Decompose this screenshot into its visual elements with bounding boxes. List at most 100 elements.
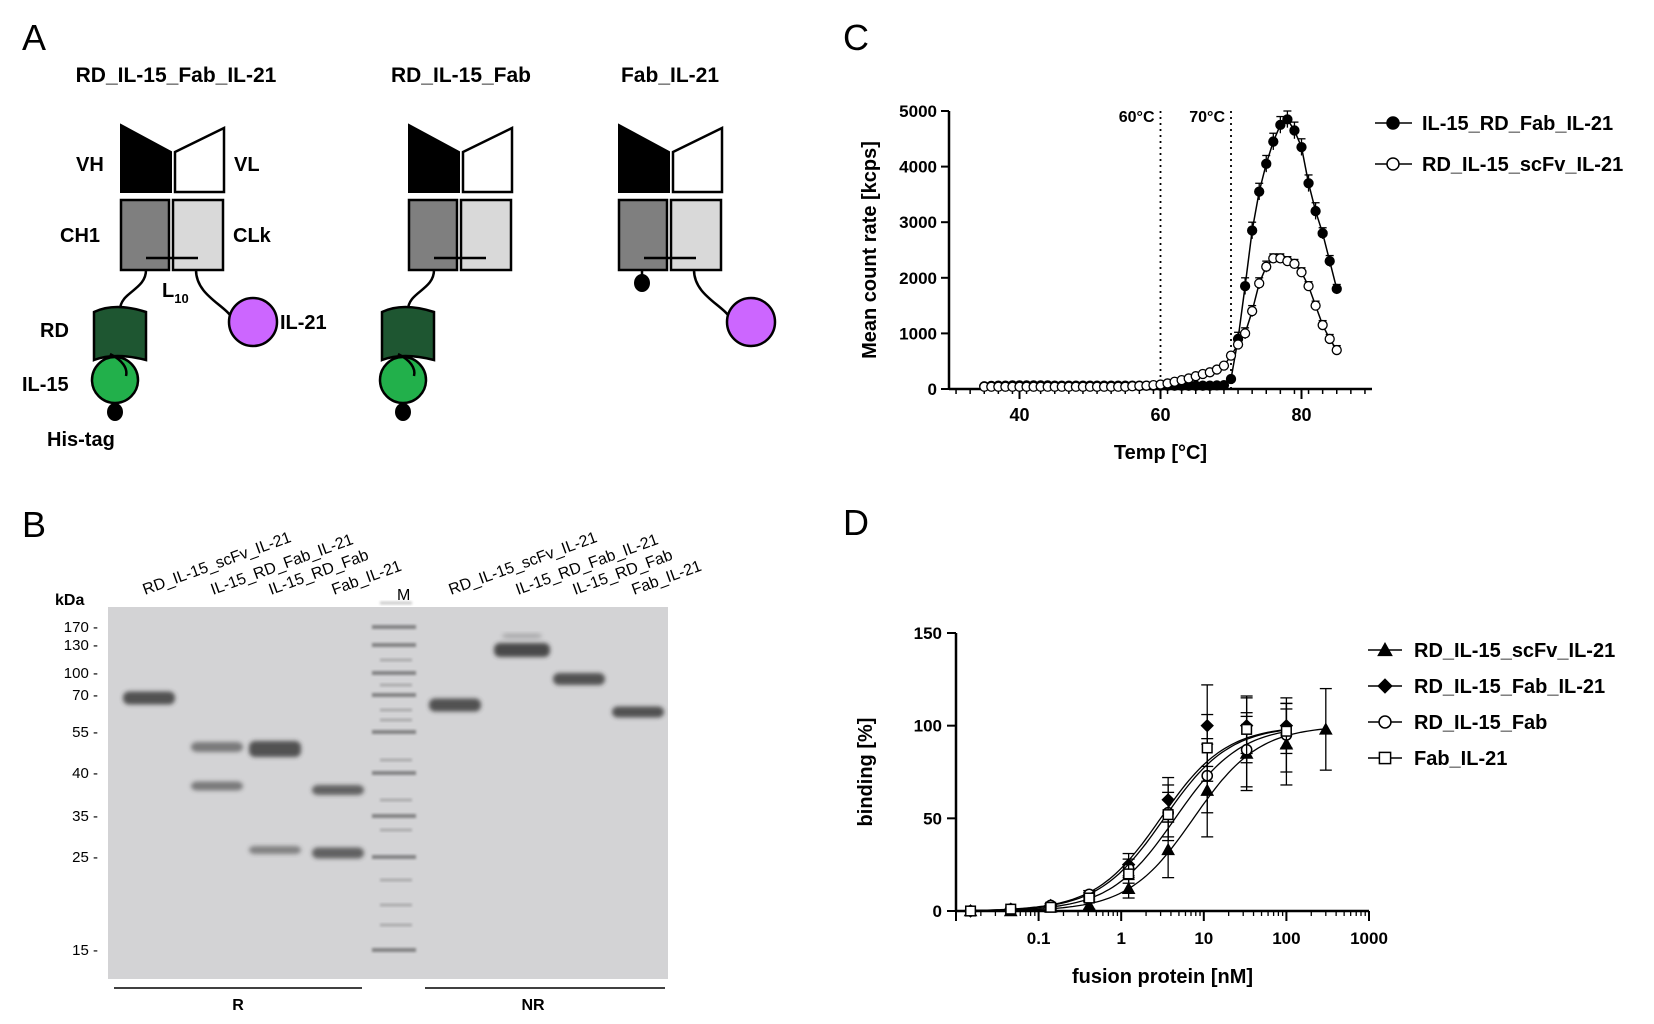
ladder-band (372, 671, 416, 675)
data-point (1289, 258, 1300, 270)
kda-label: kDa (55, 592, 84, 609)
data-point (1261, 261, 1272, 272)
data-point (1218, 379, 1230, 391)
rd-domain (380, 305, 436, 362)
y-tick-label: 3000 (899, 213, 937, 232)
data-point (1254, 278, 1265, 289)
legend-label-4: Fab_IL-21 (1414, 748, 1507, 770)
data-point-diamond (1377, 678, 1393, 694)
marker-label-70: 70 - (72, 687, 98, 704)
data-point (1232, 339, 1244, 350)
ladder-band (372, 730, 416, 734)
data-point (1303, 280, 1314, 292)
x-tick-label: 1000 (1350, 929, 1388, 948)
gel-band (191, 742, 243, 752)
reference-label-70: 70°C (1189, 109, 1225, 126)
ladder-band (372, 948, 416, 952)
legend-label-1: RD_IL-15_scFv_IL-21 (1414, 640, 1615, 662)
x-tick-label: 100 (1272, 929, 1300, 948)
data-point (1317, 228, 1328, 239)
his-tag-dot (395, 403, 411, 421)
gel-band (502, 633, 542, 639)
label-linker: L10 (162, 280, 189, 306)
data-point (1289, 125, 1300, 136)
data-point (1275, 119, 1286, 131)
marker-label-55: 55 - (72, 724, 98, 741)
x-tick-label: 10 (1194, 929, 1213, 948)
vl-domain (173, 125, 226, 194)
label-il21: IL-21 (280, 312, 327, 334)
fit-curve (970, 728, 1325, 912)
binding-chart: 0 50 100 150 0.1 1 10 100 1000 fusion protein [nM… (855, 624, 1615, 988)
data-point (1324, 255, 1335, 267)
group-label-nr: NR (521, 997, 545, 1014)
x-tick-label: 80 (1291, 405, 1311, 425)
panel-d: D 0 50 100 150 0.1 1 10 100 1000 fusion protein [… (843, 502, 1615, 988)
label-his-tag: His-tag (47, 429, 115, 451)
data-point (1331, 283, 1342, 295)
x-axis-label: fusion protein [nM] (1072, 966, 1253, 988)
data-point (1310, 205, 1321, 217)
panel-label-d: D (843, 502, 869, 543)
ch1-domain (407, 198, 459, 272)
fit-curve (970, 729, 1285, 912)
data-point-square (1123, 868, 1135, 880)
data-point (1261, 158, 1272, 169)
il21-domain (725, 296, 777, 348)
ch1-domain (119, 198, 171, 272)
construct-2-diagram (378, 123, 514, 421)
gel (108, 607, 668, 979)
light-chain-linker (692, 269, 732, 319)
lane-label-5: M (397, 587, 410, 604)
panel-label-a: A (22, 17, 46, 58)
ladder-band (372, 693, 416, 697)
ch1-domain (617, 198, 669, 272)
marker-label-35: 35 - (72, 808, 98, 825)
data-point (1254, 186, 1265, 197)
data-point-square (1083, 892, 1095, 904)
data-point (1296, 141, 1307, 153)
gel-band (312, 847, 364, 859)
gel-marker-labels: 170 -130 - 100 - 70 - 55 - 40 - 35 - 25 - 15 - (64, 619, 98, 959)
data-point (1324, 333, 1335, 345)
data-point (1268, 136, 1279, 147)
y-tick-label: 5000 (899, 102, 937, 121)
marker-label-15: 15 - (72, 942, 98, 959)
vl-domain (671, 125, 724, 194)
data-point (1310, 300, 1321, 311)
his-tag-dot (107, 403, 123, 421)
gel-band (191, 781, 243, 791)
y-axis-label: binding [%] (855, 718, 877, 827)
ladder-band (380, 798, 412, 802)
ladder-band (380, 708, 412, 712)
label-clk: CLk (233, 225, 272, 247)
data-point-square (1201, 742, 1213, 754)
gel-band (612, 706, 664, 718)
heavy-chain-linker (118, 269, 148, 311)
clk-domain (459, 198, 513, 272)
data-point-square (1280, 725, 1292, 737)
y-tick-label: 0 (928, 380, 937, 399)
data-point (1317, 319, 1328, 331)
ladder-band (372, 625, 416, 629)
y-tick-label: 0 (933, 902, 942, 921)
label-vh: VH (76, 154, 104, 176)
ladder-band (372, 643, 416, 647)
panel-c: C 0 1000 2000 3000 4000 5000 40 60 80 Temp [°C] Me… (843, 17, 1623, 464)
ladder-band (372, 814, 416, 818)
construct-3-diagram (617, 123, 777, 348)
gel-band (312, 785, 364, 795)
his-tag-dot (634, 274, 650, 292)
ladder-band (380, 828, 412, 832)
light-chain-linker (194, 269, 234, 319)
data-point-square (964, 905, 977, 917)
marker-label-100: 100 - (64, 665, 98, 682)
ladder-band (380, 683, 412, 687)
data-point (1247, 225, 1258, 236)
data-point (1239, 280, 1251, 292)
ladder-band (380, 658, 412, 662)
ladder-band (380, 601, 412, 605)
y-tick-label: 150 (914, 624, 942, 643)
ladder-band (380, 903, 412, 907)
